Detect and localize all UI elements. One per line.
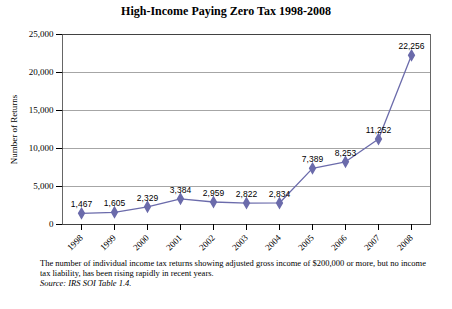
svg-text:2,329: 2,329 xyxy=(137,193,159,203)
svg-text:1999: 1999 xyxy=(98,232,118,252)
svg-text:10,000: 10,000 xyxy=(29,143,54,153)
svg-text:2,959: 2,959 xyxy=(203,188,225,198)
svg-text:15,000: 15,000 xyxy=(29,105,54,115)
svg-text:2005: 2005 xyxy=(296,232,316,252)
svg-text:2003: 2003 xyxy=(230,232,250,252)
svg-text:2,834: 2,834 xyxy=(269,189,291,199)
svg-text:20,000: 20,000 xyxy=(29,67,54,77)
svg-text:2008: 2008 xyxy=(395,232,415,252)
html-text:Source: IRS SOI Table 1.4.: Source: IRS SOI Table 1.4. xyxy=(40,278,132,288)
svg-text:7,389: 7,389 xyxy=(302,154,324,164)
svg-text:2000: 2000 xyxy=(131,232,151,252)
svg-text:Number of Returns: Number of Returns xyxy=(9,94,19,164)
svg-text:2006: 2006 xyxy=(329,232,349,252)
html-text:High-Income Paying Zero Tax 19: High-Income Paying Zero Tax 1998-2008 xyxy=(121,4,331,18)
svg-text:11,252: 11,252 xyxy=(366,125,392,135)
svg-text:8,253: 8,253 xyxy=(335,147,357,157)
svg-text:1,605: 1,605 xyxy=(104,198,126,208)
svg-text:1,467: 1,467 xyxy=(71,199,93,209)
svg-text:5,000: 5,000 xyxy=(33,181,54,191)
svg-text:2001: 2001 xyxy=(164,233,184,253)
svg-text:2002: 2002 xyxy=(197,233,217,253)
svg-text:2,822: 2,822 xyxy=(236,189,258,199)
svg-text:0: 0 xyxy=(49,219,54,229)
svg-text:2004: 2004 xyxy=(263,232,283,252)
html-text:The number of individual incom: The number of individual income tax retu… xyxy=(40,258,426,278)
svg-text:22,256: 22,256 xyxy=(399,41,425,51)
svg-text:3,384: 3,384 xyxy=(170,185,192,195)
svg-text:1998: 1998 xyxy=(65,232,85,252)
svg-text:2007: 2007 xyxy=(362,232,382,252)
svg-text:25,000: 25,000 xyxy=(29,29,54,39)
